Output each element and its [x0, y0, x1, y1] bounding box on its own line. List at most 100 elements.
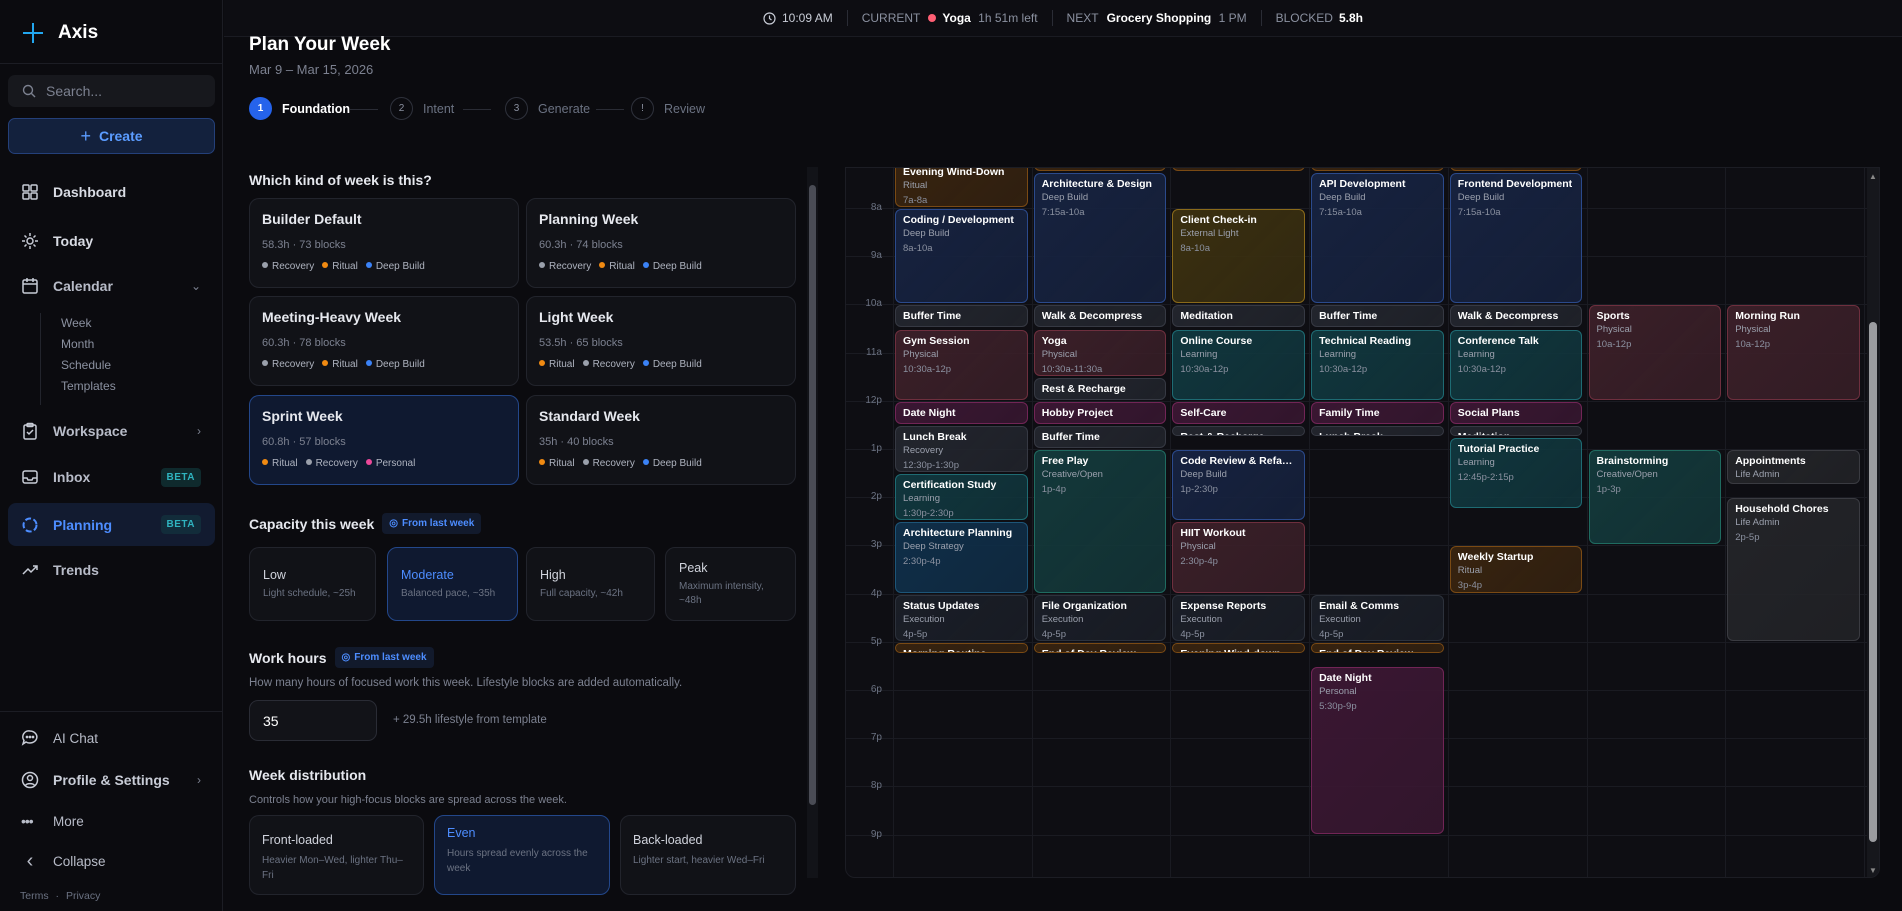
- subnav-week[interactable]: Week: [61, 316, 92, 330]
- sidebar-item-today[interactable]: Today: [8, 223, 215, 259]
- calendar-block[interactable]: Meditation: [1172, 305, 1306, 328]
- calendar-block[interactable]: Certification Study Learning 1:30p-2:30p: [895, 474, 1028, 521]
- scrollbar-thumb[interactable]: [1869, 322, 1877, 842]
- subnav-month[interactable]: Month: [61, 337, 95, 351]
- week-kind-card[interactable]: Standard Week 35h · 40 blocks Ritual Recove…: [526, 395, 796, 485]
- distribution-option[interactable]: Front-loaded Heavier Mon–Wed, lighter Thu…: [249, 815, 424, 895]
- capacity-option[interactable]: High Full capacity, ~42h: [526, 547, 655, 621]
- sidebar-item-dashboard[interactable]: Dashboard: [8, 174, 215, 210]
- collapse-button[interactable]: ‹ Collapse: [8, 843, 215, 879]
- calendar-block[interactable]: Date Night: [895, 401, 1028, 424]
- calendar-block[interactable]: [1172, 168, 1306, 171]
- capacity-option[interactable]: Moderate Balanced pace, ~35h: [387, 547, 518, 621]
- calendar-block[interactable]: Client Check-in External Light 8a-10a: [1172, 209, 1306, 304]
- calendar-block[interactable]: Hobby Project: [1033, 401, 1167, 424]
- calendar-block[interactable]: API Development Deep Build 7:15a-10a: [1311, 172, 1444, 304]
- calendar-block[interactable]: Email & Comms Execution 4p-5p: [1311, 594, 1444, 641]
- sidebar-item-ai-chat[interactable]: AI Chat: [8, 720, 215, 756]
- terms-link[interactable]: Terms: [20, 890, 49, 902]
- calendar-block[interactable]: HIIT Workout Physical 2:30p-4p: [1172, 522, 1306, 593]
- calendar-scrollbar[interactable]: ▲ ▼: [1867, 168, 1879, 877]
- calendar-block[interactable]: End of Day Review: [1311, 642, 1444, 653]
- week-kind-card[interactable]: Meeting-Heavy Week 60.3h · 78 blocks Recov…: [249, 296, 519, 386]
- sidebar-item-profile-settings[interactable]: Profile & Settings ›: [8, 762, 215, 798]
- calendar-block[interactable]: Date Night Personal 5:30p-9p: [1311, 666, 1444, 834]
- from-last-week-badge[interactable]: ◎ From last week: [382, 513, 482, 534]
- calendar-block[interactable]: Tutorial Practice Learning 12:45p-2:15p: [1449, 437, 1583, 509]
- sidebar-item-planning[interactable]: Planning BETA: [8, 503, 215, 546]
- calendar-block[interactable]: Sports Physical 10a-12p: [1588, 305, 1722, 400]
- calendar-block[interactable]: Self-Care: [1172, 401, 1306, 424]
- scroll-up-arrow-icon[interactable]: ▲: [1869, 172, 1877, 181]
- app-logo[interactable]: Axis: [22, 22, 98, 44]
- week-kind-card[interactable]: Planning Week 60.3h · 74 blocks Recovery Ri…: [526, 198, 796, 288]
- calendar-block[interactable]: Evening Wind-Down Ritual 7a-8a: [895, 168, 1028, 207]
- sidebar-item-workspace[interactable]: Workspace ›: [8, 413, 215, 449]
- sidebar-item-trends[interactable]: Trends: [8, 552, 215, 588]
- calendar-block[interactable]: Online Course Learning 10:30a-12p: [1172, 329, 1306, 400]
- calendar-block[interactable]: Code Review & Refactoring Deep Build 1p-2:…: [1172, 450, 1306, 521]
- calendar-block[interactable]: Rest & Recharge: [1172, 425, 1306, 436]
- calendar-block[interactable]: Walk & Decompress: [1033, 305, 1167, 328]
- calendar-block[interactable]: Evening Wind-down: [1172, 642, 1306, 653]
- week-kind-card[interactable]: Sprint Week 60.8h · 57 blocks Ritual Recove…: [249, 395, 519, 485]
- subnav-templates[interactable]: Templates: [61, 379, 116, 393]
- calendar-block[interactable]: Buffer Time: [1033, 425, 1167, 448]
- step-review[interactable]: ! Review: [631, 97, 705, 120]
- calendar-block[interactable]: Coding / Development Deep Build 8a-10a: [895, 209, 1028, 304]
- calendar-block[interactable]: End of Day Review: [1033, 642, 1167, 653]
- privacy-link[interactable]: Privacy: [65, 890, 101, 902]
- scroll-down-arrow-icon[interactable]: ▼: [1869, 866, 1877, 875]
- calendar-block[interactable]: Morning Run Physical 10a-12p: [1727, 305, 1860, 400]
- step-generate[interactable]: 3 Generate: [505, 97, 590, 120]
- current-activity[interactable]: CURRENT Yoga 1h 51m left: [862, 11, 1038, 25]
- calendar-block[interactable]: [1311, 168, 1444, 171]
- left-panel-scrollbar[interactable]: [807, 167, 818, 878]
- calendar-block[interactable]: File Organization Execution 4p-5p: [1033, 594, 1167, 641]
- calendar-block[interactable]: Social Plans: [1449, 401, 1583, 424]
- calendar-block[interactable]: Morning Routine: [895, 642, 1028, 653]
- calendar-block[interactable]: Rest & Recharge: [1033, 377, 1167, 400]
- calendar-block[interactable]: Gym Session Physical 10:30a-12p: [895, 329, 1028, 400]
- calendar-block[interactable]: [1033, 168, 1167, 171]
- capacity-option[interactable]: Peak Maximum intensity, ~48h: [665, 547, 796, 621]
- calendar-block[interactable]: Brainstorming Creative/Open 1p-3p: [1588, 450, 1722, 545]
- week-kind-card[interactable]: Builder Default 58.3h · 73 blocks Recovery…: [249, 198, 519, 288]
- next-activity[interactable]: NEXT Grocery Shopping 1 PM: [1067, 11, 1247, 25]
- calendar-block[interactable]: [1449, 168, 1583, 171]
- week-kind-card[interactable]: Light Week 53.5h · 65 blocks Ritual Recover…: [526, 296, 796, 386]
- search-input[interactable]: Search...: [8, 75, 215, 107]
- calendar-block[interactable]: Lunch Break: [1311, 425, 1444, 436]
- calendar-block[interactable]: Technical Reading Learning 10:30a-12p: [1311, 329, 1444, 400]
- sidebar-item-inbox[interactable]: Inbox BETA: [8, 459, 215, 495]
- calendar-block[interactable]: Walk & Decompress: [1449, 305, 1583, 328]
- calendar-block[interactable]: Lunch Break Recovery 12:30p-1:30p: [895, 425, 1028, 473]
- capacity-option[interactable]: Low Light schedule, ~25h: [249, 547, 376, 621]
- calendar-block[interactable]: Household Chores Life Admin 2p-5p: [1727, 498, 1860, 641]
- calendar-block[interactable]: Buffer Time: [895, 305, 1028, 328]
- calendar-block[interactable]: Family Time: [1311, 401, 1444, 424]
- create-button[interactable]: + Create: [8, 118, 215, 154]
- calendar-block[interactable]: Status Updates Execution 4p-5p: [895, 594, 1028, 641]
- step-intent[interactable]: 2 Intent: [390, 97, 454, 120]
- distribution-option[interactable]: Back-loaded Lighter start, heavier Wed–Fr…: [620, 815, 796, 895]
- calendar-block[interactable]: Frontend Development Deep Build 7:15a-10a: [1449, 172, 1583, 304]
- work-hours-input[interactable]: 35: [249, 700, 377, 741]
- calendar-block[interactable]: Meditation: [1449, 425, 1583, 436]
- subnav-schedule[interactable]: Schedule: [61, 358, 112, 372]
- sidebar-item-calendar[interactable]: Calendar ⌄: [8, 268, 215, 304]
- calendar-block[interactable]: Yoga Physical 10:30a-11:30a: [1033, 329, 1167, 376]
- step-foundation[interactable]: 1 Foundation: [249, 97, 350, 120]
- calendar-block[interactable]: Expense Reports Execution 4p-5p: [1172, 594, 1306, 641]
- calendar-block[interactable]: Conference Talk Learning 10:30a-12p: [1449, 329, 1583, 400]
- calendar-block[interactable]: Buffer Time: [1311, 305, 1444, 328]
- calendar-block[interactable]: Free Play Creative/Open 1p-4p: [1033, 450, 1167, 593]
- sidebar-item-more[interactable]: ••• More: [8, 803, 215, 839]
- calendar-block[interactable]: Weekly Startup Ritual 3p-4p: [1449, 546, 1583, 593]
- from-last-week-badge[interactable]: ◎ From last week: [334, 647, 434, 668]
- calendar-block[interactable]: Architecture & Design Deep Build 7:15a-10a: [1033, 172, 1167, 304]
- calendar-block[interactable]: Architecture Planning Deep Strategy 2:30p-…: [895, 522, 1028, 593]
- scrollbar-thumb[interactable]: [809, 185, 816, 805]
- distribution-option[interactable]: Even Hours spread evenly across the week: [434, 815, 610, 895]
